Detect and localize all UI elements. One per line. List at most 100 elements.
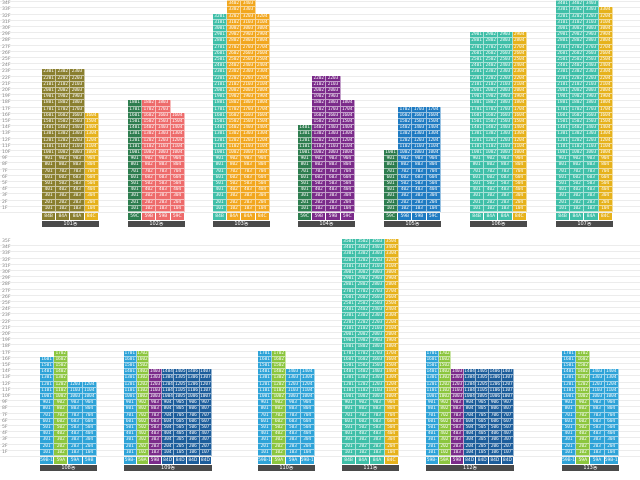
unit-cell[interactable]: 403: [156, 187, 171, 194]
unit-cell[interactable]: 303: [326, 193, 341, 200]
unit-cell[interactable]: 2303: [584, 69, 599, 76]
unit-cell[interactable]: 703: [451, 412, 464, 419]
unit-cell[interactable]: 2202: [356, 319, 371, 326]
unit-cell[interactable]: 1301: [42, 131, 57, 138]
unit-cell[interactable]: 102: [136, 449, 150, 456]
unit-cell[interactable]: 901: [426, 400, 439, 407]
unit-cell[interactable]: 2201: [342, 319, 357, 326]
unit-cell[interactable]: 303: [584, 193, 599, 200]
unit-cell[interactable]: 604: [255, 174, 270, 181]
unit-cell[interactable]: 201: [298, 199, 313, 206]
unit-cell[interactable]: 2301: [342, 313, 357, 320]
unit-cell[interactable]: 1601: [562, 356, 577, 363]
unit-cell[interactable]: 2004: [512, 88, 527, 95]
unit-cell[interactable]: 1106: [187, 387, 200, 394]
unit-cell[interactable]: 504: [604, 425, 619, 432]
unit-cell[interactable]: 1305: [476, 375, 489, 382]
unit-cell[interactable]: 104: [161, 449, 175, 456]
unit-cell[interactable]: 1003: [498, 150, 513, 157]
unit-cell[interactable]: 1604: [426, 112, 441, 119]
unit-cell[interactable]: 803: [412, 162, 427, 169]
unit-cell[interactable]: 1402: [227, 125, 242, 132]
unit-cell[interactable]: 801: [40, 406, 55, 413]
unit-cell[interactable]: 2103: [326, 81, 341, 88]
unit-cell[interactable]: 602: [142, 174, 157, 181]
unit-cell[interactable]: 1102: [136, 387, 150, 394]
unit-cell[interactable]: 1403: [412, 125, 427, 132]
unit-cell[interactable]: 1304: [604, 375, 619, 382]
unit-cell[interactable]: 107: [199, 449, 213, 456]
unit-cell[interactable]: 2903: [370, 276, 385, 283]
unit-cell[interactable]: 2701: [470, 44, 485, 51]
unit-cell[interactable]: 802: [54, 406, 69, 413]
unit-cell[interactable]: 2003: [370, 332, 385, 339]
unit-cell[interactable]: 504: [512, 181, 527, 188]
unit-cell[interactable]: 304: [300, 437, 315, 444]
unit-cell[interactable]: 1502: [570, 119, 585, 126]
unit-cell[interactable]: 1002: [576, 394, 591, 401]
unit-cell[interactable]: 1202: [438, 381, 452, 388]
unit-cell[interactable]: 602: [272, 418, 287, 425]
unit-cell[interactable]: 3301: [342, 251, 357, 258]
unit-cell[interactable]: 804: [426, 162, 441, 169]
unit-cell[interactable]: 804: [512, 162, 527, 169]
unit-cell[interactable]: 801: [562, 406, 577, 413]
unit-cell[interactable]: 2702: [484, 44, 499, 51]
unit-cell[interactable]: 602: [438, 418, 452, 425]
unit-cell[interactable]: 404: [82, 431, 97, 438]
unit-cell[interactable]: 204: [170, 199, 185, 206]
unit-cell[interactable]: 1405: [174, 369, 187, 376]
unit-cell[interactable]: 1002: [54, 394, 69, 401]
unit-cell[interactable]: 1702: [356, 350, 371, 357]
unit-cell[interactable]: 3403: [584, 1, 599, 8]
unit-cell[interactable]: 503: [584, 181, 599, 188]
unit-cell[interactable]: 2502: [570, 57, 585, 64]
unit-cell[interactable]: 101: [213, 205, 228, 212]
unit-cell[interactable]: 2702: [570, 44, 585, 51]
unit-cell[interactable]: 2002: [56, 88, 71, 95]
unit-cell[interactable]: 602: [54, 418, 69, 425]
unit-cell[interactable]: 904: [512, 156, 527, 163]
unit-cell[interactable]: 1503: [370, 363, 385, 370]
unit-cell[interactable]: 902: [56, 156, 71, 163]
unit-cell[interactable]: 2602: [356, 294, 371, 301]
unit-cell[interactable]: 2801: [213, 38, 228, 45]
unit-cell[interactable]: 1103: [241, 143, 256, 150]
unit-cell[interactable]: 202: [484, 199, 499, 206]
unit-cell[interactable]: 502: [576, 425, 591, 432]
unit-cell[interactable]: 1302: [142, 131, 157, 138]
unit-cell[interactable]: 203: [156, 199, 171, 206]
unit-cell[interactable]: 1003: [370, 394, 385, 401]
unit-cell[interactable]: 2902: [484, 32, 499, 39]
unit-cell[interactable]: 1902: [312, 94, 327, 101]
unit-cell[interactable]: 1301: [556, 131, 571, 138]
unit-cell[interactable]: 1203: [370, 381, 385, 388]
unit-cell[interactable]: 805: [476, 406, 489, 413]
unit-cell[interactable]: 1702: [54, 350, 69, 357]
unit-cell[interactable]: 903: [326, 156, 341, 163]
unit-cell[interactable]: 2304: [512, 69, 527, 76]
unit-cell[interactable]: 1202: [570, 137, 585, 144]
unit-cell[interactable]: 105: [174, 449, 187, 456]
unit-cell[interactable]: 3302: [570, 7, 585, 14]
unit-cell[interactable]: 1001: [426, 394, 439, 401]
unit-cell[interactable]: 301: [342, 437, 357, 444]
unit-cell[interactable]: 604: [340, 174, 355, 181]
unit-cell[interactable]: 206: [187, 443, 200, 450]
unit-cell[interactable]: 202: [312, 199, 327, 206]
unit-cell[interactable]: 1201: [556, 137, 571, 144]
unit-cell[interactable]: 1104: [300, 387, 315, 394]
unit-cell[interactable]: 3104: [598, 19, 613, 26]
unit-cell[interactable]: 1701: [342, 350, 357, 357]
unit-cell[interactable]: 603: [241, 174, 256, 181]
unit-cell[interactable]: 505: [174, 425, 187, 432]
unit-cell[interactable]: 1304: [598, 131, 613, 138]
unit-cell[interactable]: 2601: [213, 50, 228, 57]
unit-cell[interactable]: 2003: [70, 88, 85, 95]
unit-cell[interactable]: 404: [426, 187, 441, 194]
unit-cell[interactable]: 3203: [584, 13, 599, 20]
unit-cell[interactable]: 704: [340, 168, 355, 175]
unit-cell[interactable]: 1003: [326, 150, 341, 157]
unit-cell[interactable]: 1103: [286, 387, 301, 394]
unit-cell[interactable]: 1201: [40, 381, 55, 388]
